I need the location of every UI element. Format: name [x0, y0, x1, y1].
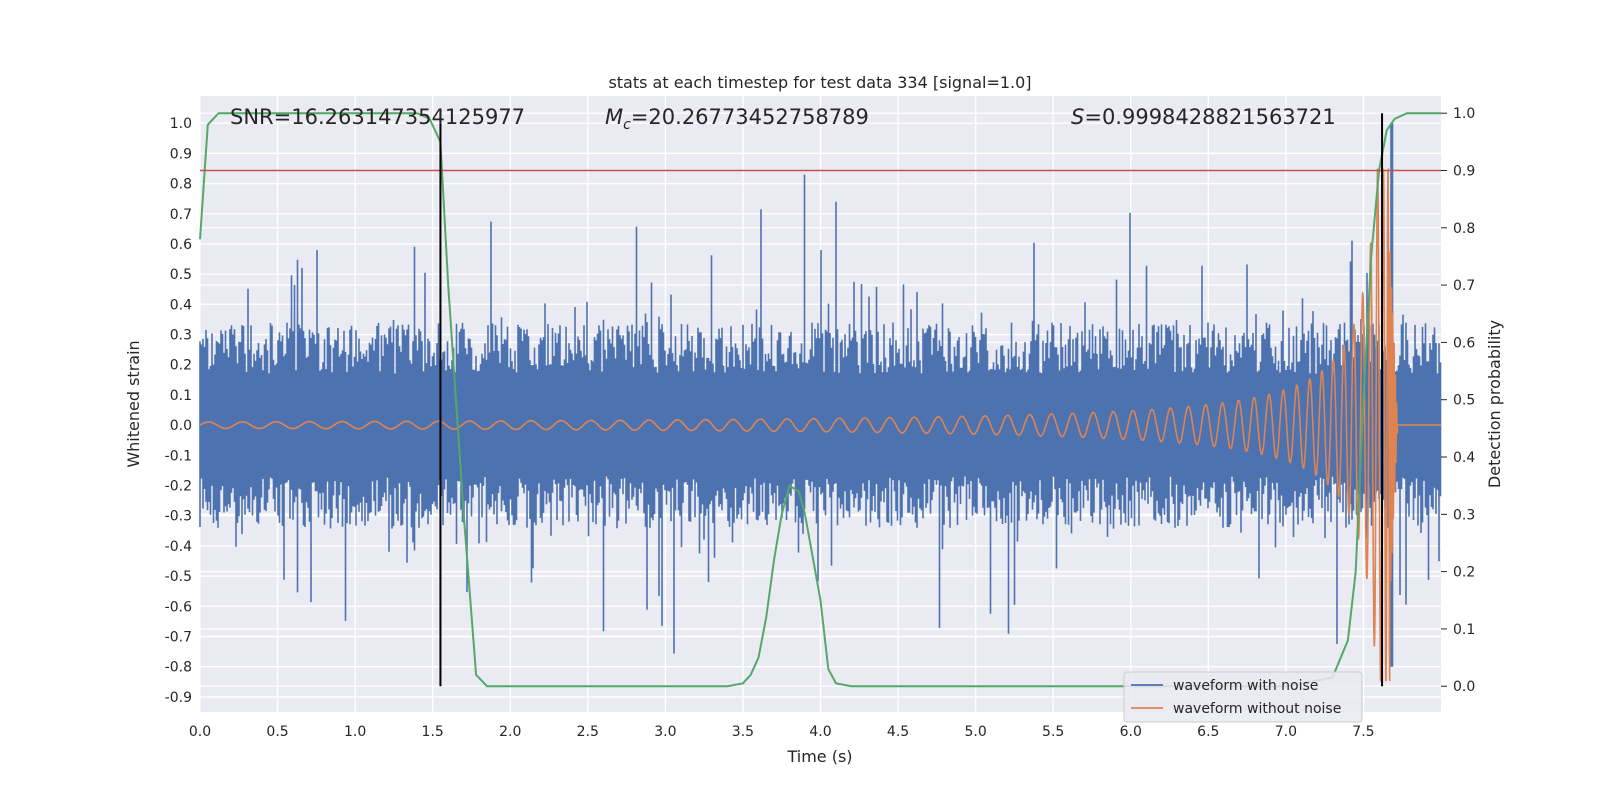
y-right-tick-label: 0.8	[1453, 221, 1475, 237]
y-right-tick-label: 0.7	[1453, 278, 1475, 294]
y-right-tick-label: 0.6	[1453, 335, 1475, 351]
y-tick-label: 0.1	[170, 388, 192, 404]
score-annotation: S=0.9998428821563721	[1071, 105, 1336, 129]
y-right-tick-label: 0.5	[1453, 393, 1475, 409]
y-tick-label: -0.1	[165, 448, 192, 464]
detection-probability-series	[199, 112, 1441, 688]
chart-title: stats at each timestep for test data 334…	[608, 73, 1031, 92]
x-tick-label: 2.0	[499, 724, 521, 740]
chirp-mass-value: =20.26773452758789	[631, 105, 869, 129]
x-tick-label: 2.5	[577, 724, 599, 740]
waveform-with-noise-series	[199, 123, 1442, 667]
x-tick-label: 6.0	[1120, 724, 1142, 740]
x-tick-label: 4.5	[887, 724, 909, 740]
y-right-tick-label: 0.3	[1453, 507, 1475, 523]
waveform-without-noise-series	[199, 167, 1441, 682]
y-tick-label: -0.9	[165, 690, 192, 706]
y-tick-label: -0.3	[165, 509, 192, 525]
y-tick-label: 0.8	[170, 177, 192, 193]
x-tick-label: 0.0	[189, 724, 211, 740]
y-tick-label: 0.7	[170, 207, 192, 223]
x-tick-label: 4.0	[809, 724, 831, 740]
x-tick-label: 3.0	[654, 724, 676, 740]
chirp-mass-subscript: c	[623, 117, 631, 133]
y-tick-label: 0.4	[170, 297, 192, 313]
x-tick-label: 6.5	[1197, 724, 1219, 740]
y-tick-label: -0.2	[165, 479, 192, 495]
legend: waveform with noise waveform without noi…	[1123, 671, 1363, 723]
score-symbol: S	[1071, 105, 1084, 129]
snr-annotation: SNR=16.263147354125977	[230, 105, 525, 129]
x-tick-label: 5.5	[1042, 724, 1064, 740]
x-tick-label: 3.5	[732, 724, 754, 740]
chirp-mass-symbol: M	[605, 105, 623, 129]
y-right-tick-label: 0.1	[1453, 622, 1475, 638]
ticks: 0.0 0.5 1.0 1.5 2.0 2.5 3.0 3.5 4.0 4.5 5.0 5.5 6.0 6…	[165, 106, 1476, 740]
x-tick-label: 1.0	[344, 724, 366, 740]
chirp-mass-annotation: Mc=20.26773452758789	[605, 105, 869, 133]
y-right-tick-label: 0.0	[1453, 679, 1475, 695]
y-axis-label: Whitened strain	[124, 340, 143, 467]
y-tick-label: -0.5	[165, 569, 192, 585]
noisy-waveform-line	[199, 123, 1442, 667]
x-tick-label: 0.5	[266, 724, 288, 740]
y-tick-label: -0.4	[165, 539, 192, 555]
x-tick-label: 7.5	[1352, 724, 1374, 740]
y-tick-label: 0.2	[170, 358, 192, 374]
x-tick-label: 7.0	[1275, 724, 1297, 740]
score-value: =0.9998428821563721	[1084, 105, 1335, 129]
y-tick-label: 0.3	[170, 328, 192, 344]
y-tick-label: 0.5	[170, 267, 192, 283]
y-tick-label: -0.6	[165, 599, 192, 615]
overlays	[200, 113, 1441, 687]
y-tick-label: 1.0	[170, 116, 192, 132]
probability-line	[199, 112, 1441, 688]
y-tick-label: 0.0	[170, 418, 192, 434]
legend-label-clean: waveform without noise	[1173, 701, 1341, 717]
legend-box	[1123, 671, 1363, 723]
y-right-tick-label: 0.4	[1453, 450, 1475, 466]
y-axis-right-label: Detection probability	[1485, 320, 1504, 488]
x-tick-label: 1.5	[422, 724, 444, 740]
y-tick-label: 0.6	[170, 237, 192, 253]
y-tick-label: 0.9	[170, 146, 192, 162]
clean-waveform-line	[199, 167, 1441, 682]
y-tick-label: -0.8	[165, 660, 192, 676]
y-tick-label: -0.7	[165, 630, 192, 646]
x-axis-label: Time (s)	[786, 747, 852, 766]
y-right-tick-label: 0.2	[1453, 565, 1475, 581]
y-right-tick-label: 1.0	[1453, 106, 1475, 122]
x-tick-label: 5.0	[964, 724, 986, 740]
y-right-tick-label: 0.9	[1453, 163, 1475, 179]
legend-label-noisy: waveform with noise	[1173, 678, 1318, 694]
